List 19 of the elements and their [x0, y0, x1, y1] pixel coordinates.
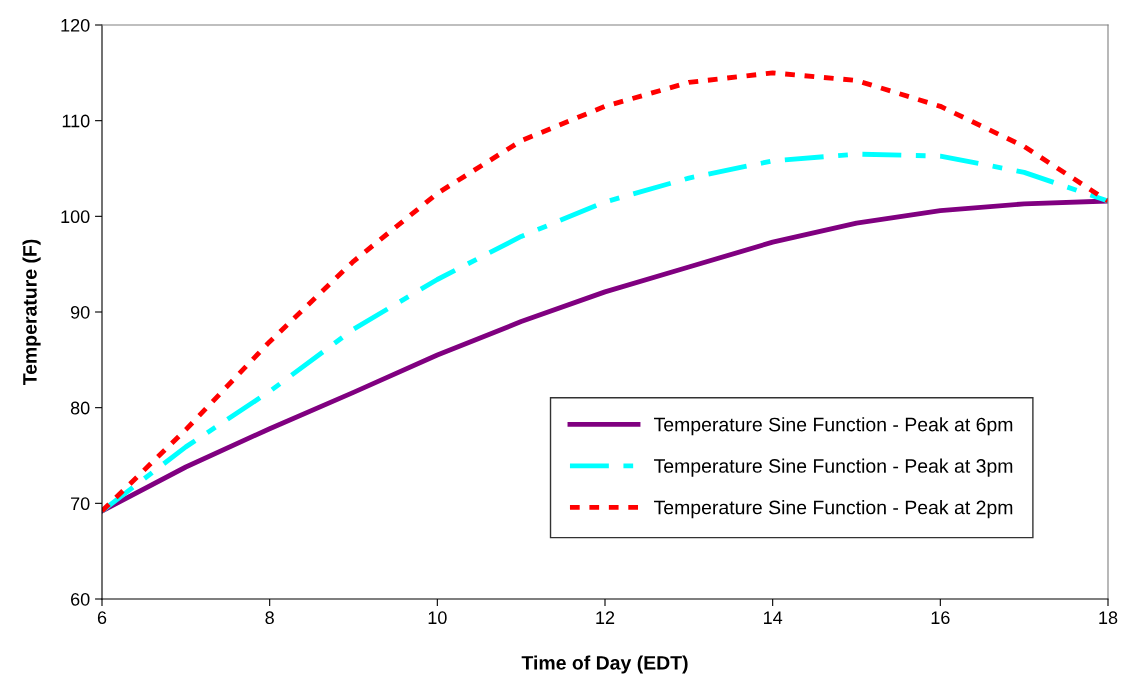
y-tick-label: 70	[71, 497, 90, 511]
y-tick-label: 120	[61, 18, 90, 32]
legend-label: Temperature Sine Function - Peak at 3pm	[654, 458, 1013, 477]
x-axis-title: Time of Day (EDT)	[521, 655, 688, 674]
y-axis-title: Temperature (F)	[22, 239, 41, 386]
y-tick-label: 100	[61, 210, 90, 224]
x-tick-label: 10	[428, 611, 447, 625]
legend-label: Temperature Sine Function - Peak at 6pm	[654, 417, 1013, 436]
x-tick-label: 18	[1099, 611, 1118, 625]
x-tick-label: 16	[931, 611, 950, 625]
x-tick-label: 8	[265, 611, 274, 625]
y-tick-label: 110	[62, 114, 90, 128]
y-tick-label: 80	[70, 401, 90, 415]
y-tick-label: 90	[70, 305, 90, 319]
x-tick-label: 14	[764, 611, 783, 624]
legend-label: Temperature Sine Function - Peak at 2pm	[654, 500, 1013, 519]
x-tick-label: 12	[596, 611, 615, 624]
y-tick-label: 60	[71, 592, 90, 606]
x-tick-label: 6	[97, 611, 107, 625]
